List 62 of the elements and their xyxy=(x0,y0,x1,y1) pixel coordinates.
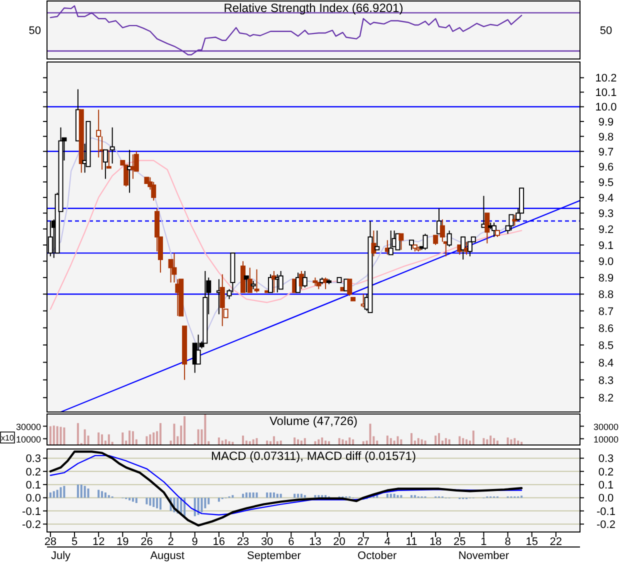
y-tick-label: 8.7 xyxy=(598,306,614,318)
y-tick-label: 0.2 xyxy=(26,466,41,478)
y-tick-label: 8.5 xyxy=(598,340,614,352)
x-tick-label: 18 xyxy=(429,536,442,548)
y-tick-label: 9.2 xyxy=(598,224,614,236)
y-tick-label: 9.8 xyxy=(598,131,614,144)
y-tick-label: 0.1 xyxy=(26,480,41,492)
x-tick-label: 5 xyxy=(71,536,78,548)
y-tick-label: 9.5 xyxy=(598,176,614,189)
x-tick-label: 9 xyxy=(192,536,198,548)
x2-tick-label: August xyxy=(150,550,184,562)
y-tick-label: 9.0 xyxy=(598,256,614,268)
x-tick-label: 1 xyxy=(480,536,487,548)
x-tick-label: 13 xyxy=(309,536,322,548)
y-tick-label: 8.4 xyxy=(598,357,614,370)
y-tick-label: 0.3 xyxy=(26,453,41,466)
x-tick-label: 2 xyxy=(168,536,174,548)
x-tick-label: 25 xyxy=(454,536,466,548)
x-tick-label: 27 xyxy=(357,536,370,548)
x-tick-label: 30 xyxy=(260,536,274,548)
chart-title: MACD (0.07311), MACD diff (0.01571) xyxy=(211,449,416,463)
chart-title: Volume (47,726) xyxy=(269,414,358,428)
x2-tick-label: November xyxy=(458,550,510,562)
x-tick-label: 20 xyxy=(333,536,346,548)
x-tick-label: 19 xyxy=(116,536,129,548)
y-tick-label: -0.2 xyxy=(22,519,41,532)
y-tick-label: 8.3 xyxy=(598,374,614,387)
y-tick-label: 10.2 xyxy=(595,72,617,85)
x2-tick-label: September xyxy=(247,550,302,562)
y-tick-label: 9.3 xyxy=(598,208,614,220)
y-tick-label: 30000 xyxy=(16,422,41,432)
y-tick-label: -0.1 xyxy=(22,506,41,518)
x-tick-label: 22 xyxy=(550,536,562,548)
x-tick-label: 8 xyxy=(504,536,511,548)
x-tick-label: 12 xyxy=(92,536,105,548)
y-tick-label: 8.6 xyxy=(598,322,614,335)
y-tick-label: 10.1 xyxy=(595,87,617,100)
text: x10 xyxy=(1,434,14,442)
y-tick-label: 9.9 xyxy=(598,116,614,128)
x-tick-label: 16 xyxy=(212,536,226,548)
x-tick-label: 28 xyxy=(44,536,57,548)
x2-tick-label: October xyxy=(358,550,398,562)
x-tick-label: 26 xyxy=(140,536,153,548)
y-tick-label: 9.7 xyxy=(598,146,614,158)
y-tick-label: 8.2 xyxy=(598,392,614,405)
x2-tick-label: July xyxy=(50,550,72,562)
x-tick-label: 4 xyxy=(384,536,390,548)
y-tick-label: 10.0 xyxy=(595,102,617,114)
x-tick-label: 11 xyxy=(406,536,418,548)
text: 50 xyxy=(28,25,41,37)
x-tick-label: 23 xyxy=(236,536,250,548)
chart-title: Relative Strength Index (66.9201) xyxy=(224,1,404,15)
y-tick-label: 9.6 xyxy=(598,162,614,174)
x-tick-label: 6 xyxy=(288,536,294,548)
y-tick-label: 9.1 xyxy=(598,240,614,252)
y-tick-label: 10000 xyxy=(16,434,41,445)
y-tick-label: 0.0 xyxy=(26,492,41,505)
text: 50 xyxy=(600,25,612,37)
x-tick-label: 15 xyxy=(526,536,538,548)
y-tick-label: 8.9 xyxy=(598,272,614,285)
y-tick-label: 8.8 xyxy=(598,289,614,302)
y-tick-label: 9.4 xyxy=(598,192,614,204)
